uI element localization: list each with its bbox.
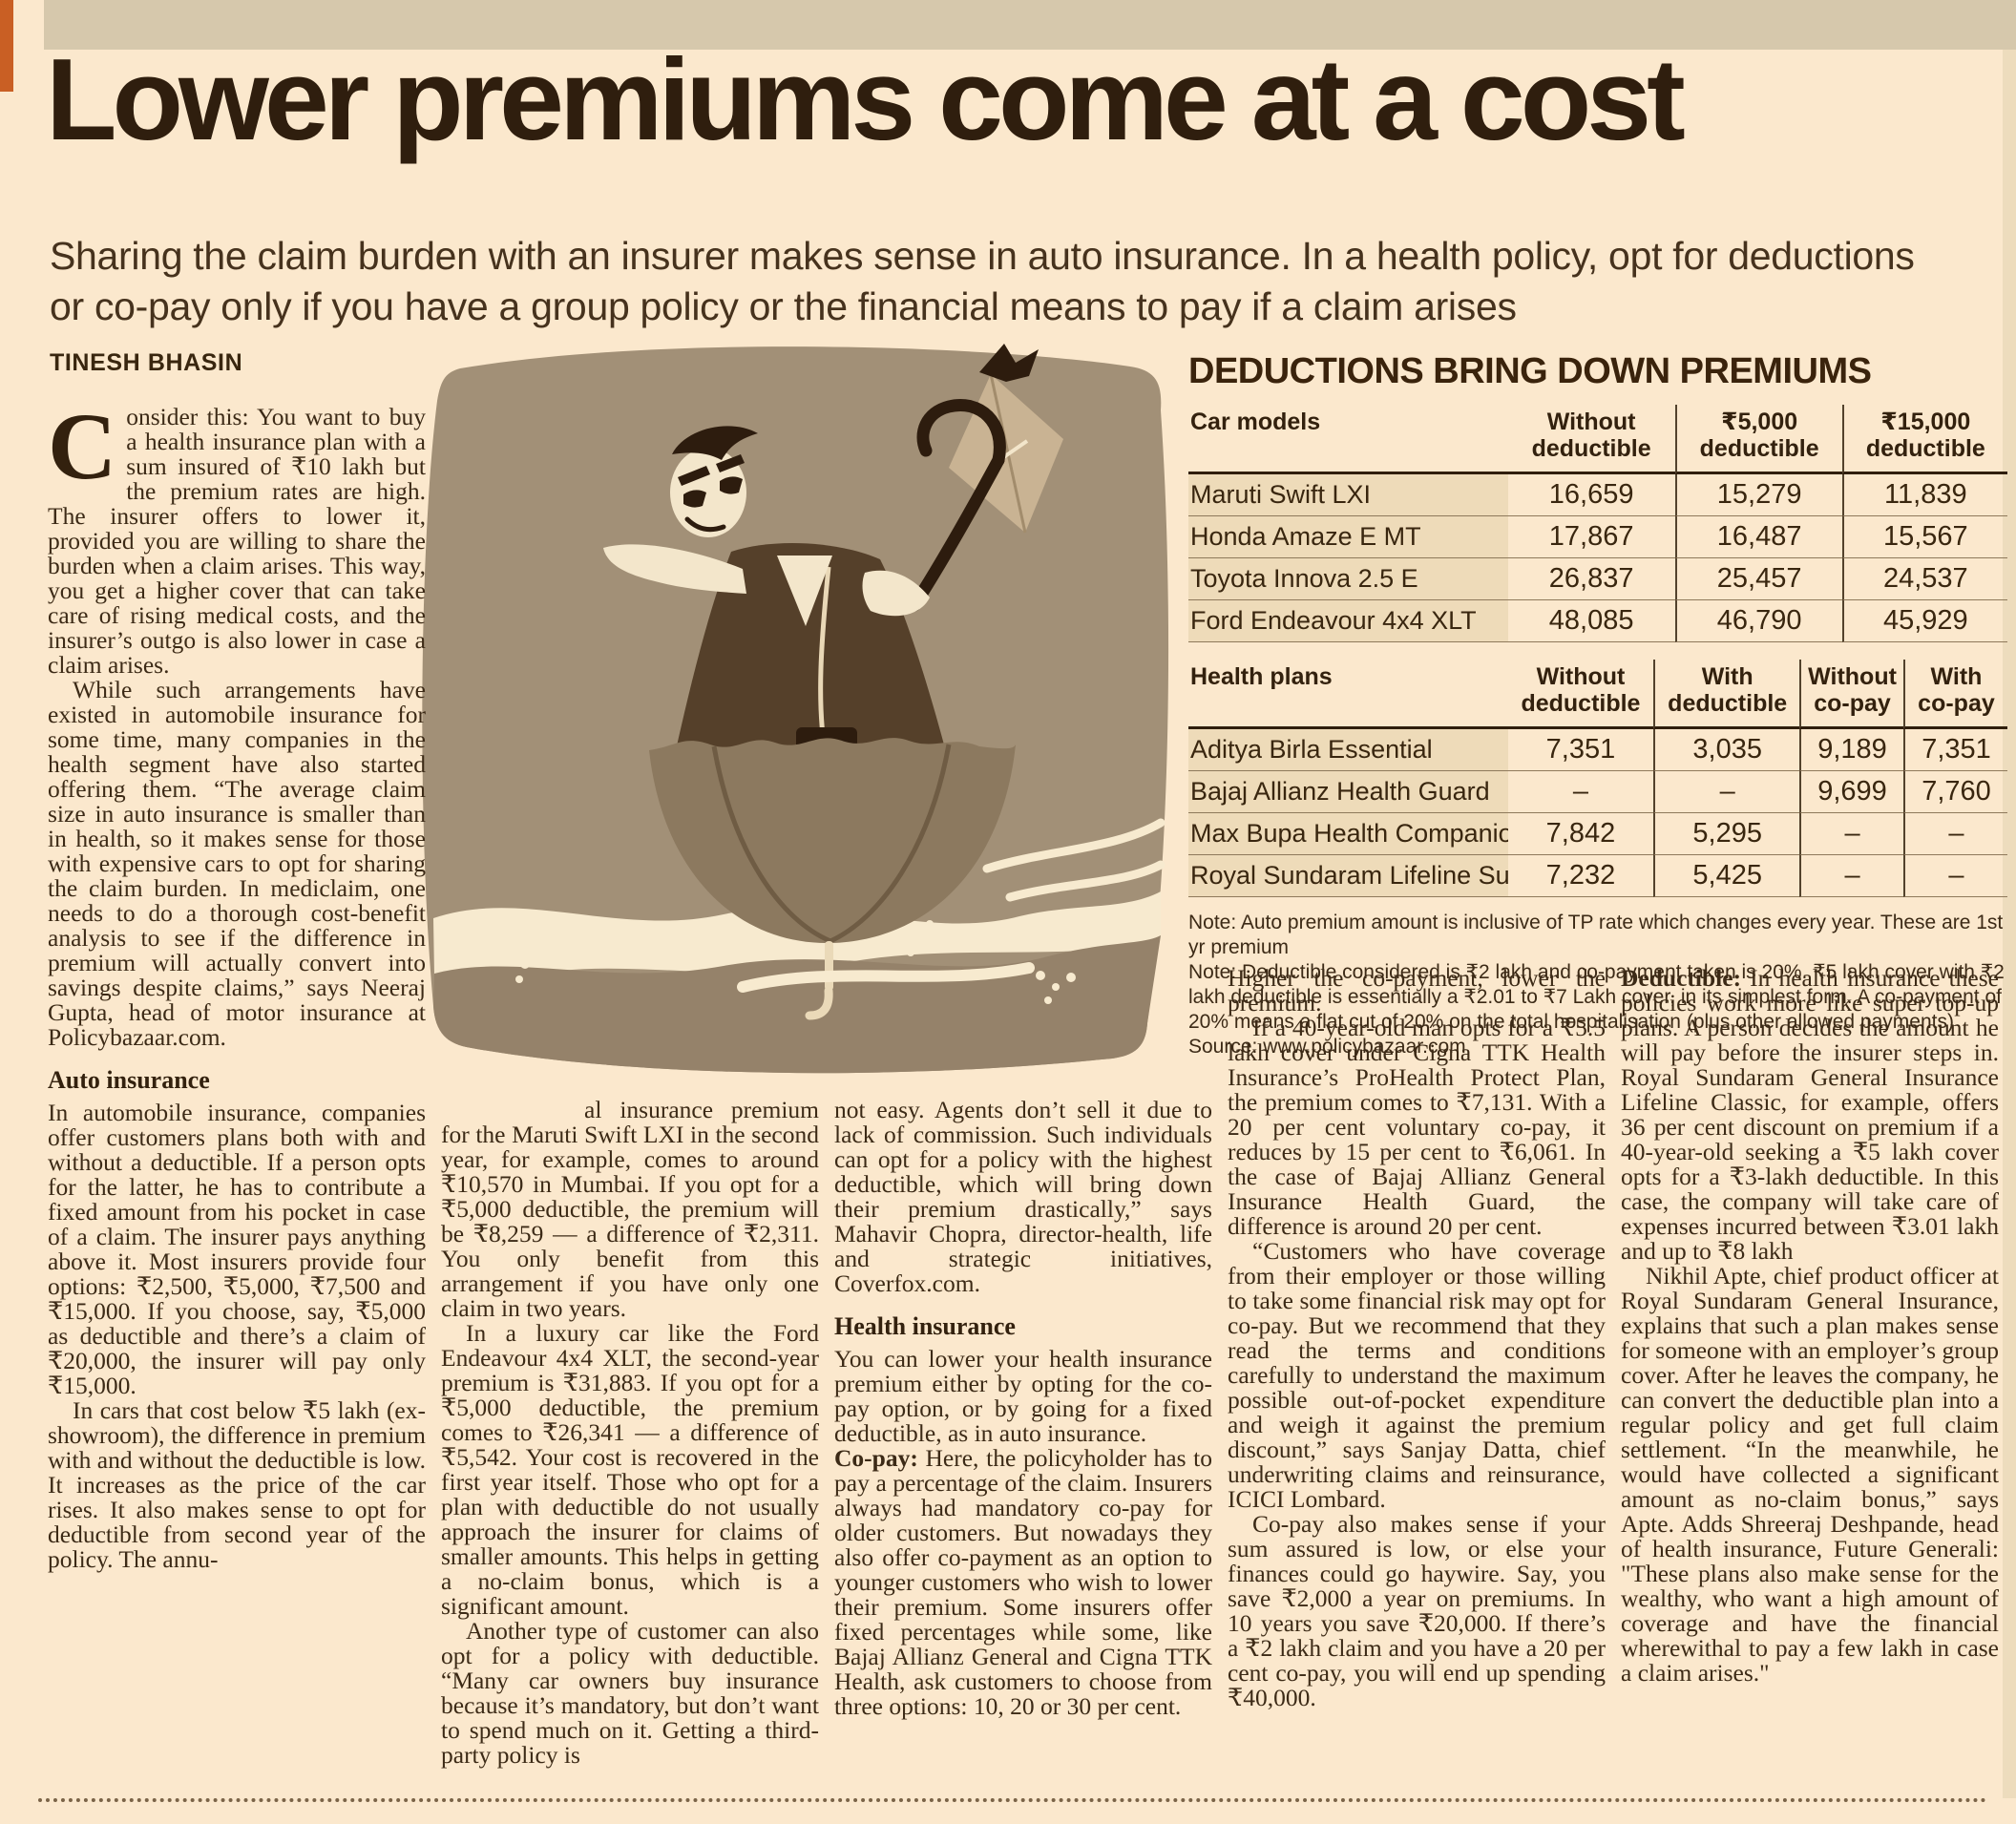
page-top-rule: [44, 0, 2016, 50]
table-cell: –: [1799, 855, 1903, 897]
paragraph: Co-pay: Here, the policyholder has to pa…: [834, 1446, 1212, 1719]
paragraph: In a luxury car like the Ford Endeavour …: [441, 1319, 819, 1620]
table-cell: –: [1903, 855, 2007, 897]
table-note: Note: Deductible considered is ₹2 lakh a…: [1188, 961, 2005, 1033]
paragraph: In automobile insurance, companies offer…: [48, 1099, 426, 1400]
infographic-title: DEDUCTIONS BRING DOWN PREMIUMS: [1188, 351, 1872, 391]
paragraph: In cars that cost below ₹5 lakh (ex-show…: [48, 1396, 426, 1574]
table-cell: –: [1903, 813, 2007, 855]
standfirst: Sharing the claim burden with an insurer…: [50, 234, 1915, 328]
table-cell: 16,659: [1507, 474, 1675, 516]
car-premium-table: Car models Without deductible ₹5,000 ded…: [1188, 405, 2007, 642]
paragraph: al insurance premium for the Maruti Swif…: [441, 1098, 819, 1322]
table-cell: 15,279: [1674, 474, 1842, 516]
bottom-dotted-rule: [38, 1798, 1987, 1802]
subhead-health-insurance: Health insurance: [834, 1312, 1016, 1340]
column-header: With co-pay: [1903, 660, 2007, 729]
column-header: ₹5,000 deductible: [1674, 405, 1842, 474]
paragraph-text: Here, the policyholder has to pay a perc…: [834, 1444, 1212, 1721]
health-premium-table: Health plans Without deductible With ded…: [1188, 660, 2007, 897]
column-header: Car models: [1188, 405, 1508, 474]
paragraph: Higher the co-payment, lower the premium…: [1228, 966, 1606, 1017]
subhead-auto-insurance: Auto insurance: [48, 1066, 210, 1094]
table-source: Source: www.policybazaar.com: [1188, 1036, 1466, 1058]
row-name-cell: Toyota Innova 2.5 E: [1188, 558, 1508, 600]
table-cell: 7,760: [1903, 771, 2007, 813]
table-cell: 9,699: [1799, 771, 1903, 813]
table-cell: 7,351: [1903, 729, 2007, 771]
paragraph: Another type of customer can also opt fo…: [441, 1617, 819, 1769]
table-cell: 25,457: [1674, 558, 1842, 600]
paragraph: While such arrangements have existed in …: [48, 676, 426, 1051]
table-cell: 7,232: [1507, 855, 1654, 897]
table-cell: 9,189: [1799, 729, 1903, 771]
paragraph: not easy. Agents don’t sell it due to la…: [834, 1098, 1212, 1297]
drop-cap: C: [48, 405, 117, 499]
table-note: Note: Auto premium amount is inclusive o…: [1188, 912, 2004, 958]
table-cell: 7,842: [1507, 813, 1654, 855]
table-cell: 46,790: [1674, 600, 1842, 642]
paragraph-text: In health insurance these policies work …: [1621, 966, 1999, 1265]
paragraph: Nikhil Apte, chief product officer at Ro…: [1621, 1262, 1999, 1687]
table-cell: –: [1653, 771, 1800, 813]
article-column-4: Higher the co-payment, lower the premium…: [1228, 966, 1606, 1796]
page-edge-marker: [0, 0, 13, 92]
paragraph: You can lower your health insurance prem…: [834, 1345, 1212, 1448]
table-cell: 5,295: [1653, 813, 1800, 855]
row-name-cell: Ford Endeavour 4x4 XLT: [1188, 600, 1508, 642]
table-cell: 7,351: [1507, 729, 1654, 771]
column-header: Without deductible: [1507, 405, 1675, 474]
paragraph-text: onsider this: You want to buy a health i…: [48, 405, 426, 679]
page-title: Lower premiums come at a cost: [46, 34, 1686, 164]
row-name-cell: Max Bupa Health Companion: [1188, 813, 1508, 855]
table-cell: 24,537: [1841, 558, 2007, 600]
table-cell: 3,035: [1653, 729, 1800, 771]
table-cell: 48,085: [1507, 600, 1675, 642]
page-right-edge: [2003, 50, 2016, 1798]
article-column-3: not easy. Agents don’t sell it due to la…: [834, 1098, 1212, 1796]
row-name-cell: Bajaj Allianz Health Guard: [1188, 771, 1508, 813]
column-header: Without deductible: [1507, 660, 1654, 729]
infographic: DEDUCTIONS BRING DOWN PREMIUMS Car model…: [1188, 353, 2007, 1059]
row-name-cell: Maruti Swift LXI: [1188, 474, 1508, 516]
table-cell: 11,839: [1841, 474, 2007, 516]
paragraph: Co-pay also makes sense if your sum assu…: [1228, 1510, 1606, 1711]
table-cell: 16,487: [1674, 516, 1842, 558]
paragraph-lead-deductible: Deductible:: [1621, 966, 1742, 992]
column-header: Health plans: [1188, 660, 1508, 729]
table-cell: 5,425: [1653, 855, 1800, 897]
table-cell: –: [1799, 813, 1903, 855]
table-cell: 17,867: [1507, 516, 1675, 558]
umbrella-man-illustration: [380, 319, 1197, 1090]
table-cell: –: [1507, 771, 1654, 813]
byline: TINESH BHASIN: [50, 349, 243, 376]
column-header: Without co-pay: [1799, 660, 1903, 729]
table-cell: 15,567: [1841, 516, 2007, 558]
paragraph: Deductible: In health insurance these po…: [1621, 966, 1999, 1264]
row-name-cell: Aditya Birla Essential: [1188, 729, 1508, 771]
table-cell: 26,837: [1507, 558, 1675, 600]
article-column-5: Deductible: In health insurance these po…: [1621, 966, 1999, 1796]
column-header: ₹15,000 deductible: [1841, 405, 2007, 474]
row-name-cell: Honda Amaze E MT: [1188, 516, 1508, 558]
table-cell: 45,929: [1841, 600, 2007, 642]
paragraph: “Customers who have coverage from their …: [1228, 1237, 1606, 1513]
column-header: With deductible: [1653, 660, 1800, 729]
row-name-cell: Royal Sundaram Lifeline Supreme: [1188, 855, 1508, 897]
article-column-2: al insurance premium for the Maruti Swif…: [441, 1098, 819, 1796]
umbrella-man-illustration-svg: [422, 344, 1169, 1074]
paragraph: If a 40-year-old man opts for a ₹5.5 lak…: [1228, 1014, 1606, 1240]
paragraph-lead-co-pay: Co-pay:: [834, 1444, 918, 1473]
